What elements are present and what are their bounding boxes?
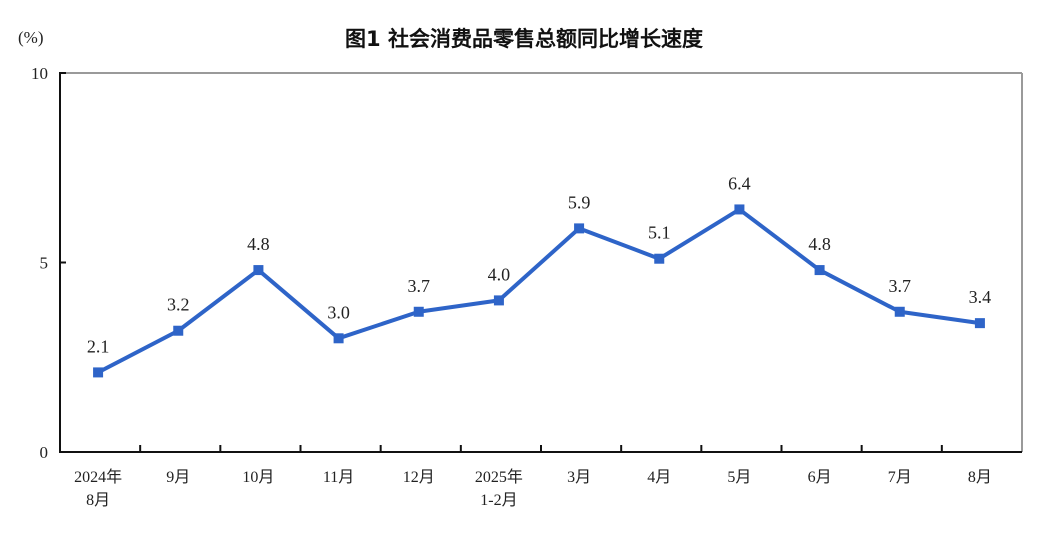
data-label: 2.1 (87, 336, 110, 356)
data-point-marker (93, 367, 104, 378)
data-point-marker (173, 325, 184, 336)
x-tick-label: 3月 (567, 469, 591, 486)
data-point-marker (894, 306, 905, 317)
data-point-marker (974, 318, 985, 329)
data-label: 4.8 (808, 234, 831, 254)
x-tick-label: 5月 (727, 469, 751, 486)
x-tick-label: 12月 (403, 469, 435, 486)
x-tick-label: 1-2月 (480, 492, 517, 509)
data-label: 4.0 (488, 264, 511, 284)
x-tick-label: 6月 (808, 469, 832, 486)
x-tick-label: 8月 (86, 492, 110, 509)
y-axis-unit: (%) (18, 28, 43, 47)
x-tick-label: 8月 (968, 469, 992, 486)
data-label: 5.1 (648, 223, 671, 243)
data-point-marker (413, 306, 424, 317)
data-point-marker (574, 223, 585, 234)
data-point-marker (654, 253, 665, 264)
data-label: 4.8 (247, 234, 270, 254)
x-tick-label: 2025年 (475, 468, 523, 486)
x-tick-label: 11月 (323, 469, 354, 486)
y-tick-label: 10 (31, 64, 48, 83)
data-point-marker (734, 204, 745, 215)
data-line (97, 207, 981, 375)
y-tick-label: 5 (40, 254, 49, 273)
y-tick-label: 0 (40, 443, 49, 462)
data-label: 6.4 (728, 173, 751, 193)
x-tick-label: 7月 (888, 469, 912, 486)
x-tick-label: 2024年 (74, 468, 122, 486)
data-point-marker (333, 333, 344, 344)
data-label: 3.4 (969, 287, 992, 307)
data-label: 5.9 (568, 192, 591, 212)
x-tick-label: 4月 (647, 469, 671, 486)
x-tick-label: 10月 (242, 469, 274, 486)
data-label: 3.7 (889, 276, 912, 296)
chart-title: 图1 社会消费品零售总额同比增长速度 (345, 27, 703, 51)
data-label: 3.7 (408, 276, 431, 296)
data-point-marker (253, 265, 264, 276)
data-point-marker (493, 295, 504, 306)
x-tick-label: 9月 (166, 469, 190, 486)
data-label: 3.2 (167, 295, 190, 315)
data-label: 3.0 (327, 302, 350, 322)
data-point-marker (814, 265, 825, 276)
